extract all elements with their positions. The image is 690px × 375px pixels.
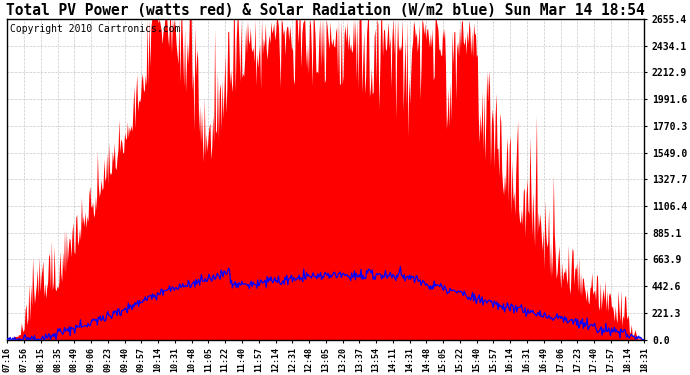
Text: Copyright 2010 Cartronics.com: Copyright 2010 Cartronics.com [10,24,181,34]
Title: Total PV Power (watts red) & Solar Radiation (W/m2 blue) Sun Mar 14 18:54: Total PV Power (watts red) & Solar Radia… [6,3,645,18]
